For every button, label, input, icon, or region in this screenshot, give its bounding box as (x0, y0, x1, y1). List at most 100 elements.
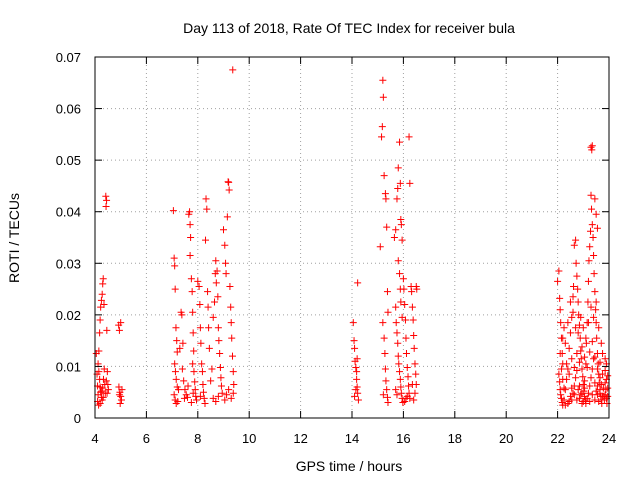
data-point (590, 270, 598, 278)
data-point (180, 394, 188, 402)
data-point (379, 319, 387, 327)
data-point (559, 375, 567, 383)
data-point (217, 382, 225, 390)
data-point (405, 133, 413, 141)
data-point (195, 282, 203, 290)
y-tick-label: 0.06 (56, 102, 81, 117)
data-point (229, 368, 237, 376)
data-point (582, 339, 590, 347)
data-point (392, 319, 400, 327)
data-point (595, 397, 603, 405)
data-point (193, 396, 201, 404)
data-point (353, 368, 361, 376)
chart-title: Day 113 of 2018, Rate Of TEC Index for r… (183, 20, 515, 36)
data-point (565, 397, 573, 405)
data-point (394, 257, 402, 265)
y-tick-label: 0.02 (56, 308, 81, 323)
data-point (561, 339, 569, 347)
data-point (352, 363, 360, 371)
x-tick-label: 16 (396, 431, 410, 446)
data-point (402, 394, 410, 402)
data-point (173, 337, 181, 345)
data-point (392, 226, 400, 234)
data-point (577, 313, 585, 321)
grid (95, 57, 609, 418)
data-point (587, 191, 595, 199)
y-tick-label: 0 (74, 411, 81, 426)
data-point (198, 360, 206, 368)
data-point (582, 360, 590, 368)
data-point (98, 290, 106, 298)
data-point (393, 195, 401, 203)
data-point (604, 384, 612, 392)
data-point (579, 324, 587, 332)
data-point (196, 301, 204, 309)
data-point (590, 355, 598, 363)
data-point (205, 324, 213, 332)
data-point (574, 298, 582, 306)
data-point (590, 252, 598, 260)
data-point (99, 280, 107, 288)
data-point (171, 368, 179, 376)
data-point (590, 313, 598, 321)
data-point (383, 288, 391, 296)
data-point (225, 178, 233, 186)
data-point (212, 257, 220, 265)
data-point (200, 394, 208, 402)
data-point (596, 358, 604, 366)
data-point (172, 324, 180, 332)
data-point (117, 396, 125, 404)
data-point (588, 205, 596, 213)
data-point (572, 236, 580, 244)
data-point (227, 303, 235, 311)
data-point (229, 389, 237, 397)
data-point (381, 350, 389, 358)
data-point (216, 350, 224, 358)
data-point (221, 396, 229, 404)
data-point (214, 392, 222, 400)
data-point (394, 164, 402, 172)
data-point (205, 344, 213, 352)
data-point (570, 282, 578, 290)
x-tick-label: 4 (91, 431, 98, 446)
data-point (196, 324, 204, 332)
data-point (202, 236, 210, 244)
data-point (103, 326, 111, 334)
data-point (588, 391, 596, 399)
data-point (597, 339, 605, 347)
data-point (587, 303, 595, 311)
data-point (578, 365, 586, 373)
data-point (102, 377, 110, 385)
data-point (103, 196, 111, 204)
data-point (216, 363, 224, 371)
data-point (217, 374, 225, 382)
data-point (171, 262, 179, 270)
data-point (96, 316, 104, 324)
data-point (169, 207, 177, 215)
data-point (577, 391, 585, 399)
data-point (397, 383, 405, 391)
x-tick-labels: 4 6 8 10 12 14 16 18 20 22 24 (91, 431, 616, 446)
y-tick-label: 0.04 (56, 205, 81, 220)
data-point (174, 397, 182, 405)
data-point (227, 319, 235, 327)
data-point (560, 396, 568, 404)
data-point (187, 275, 195, 283)
data-point (593, 365, 601, 373)
data-point (554, 277, 562, 285)
data-point (397, 298, 405, 306)
data-point (593, 224, 601, 232)
data-point (601, 379, 609, 387)
data-point (396, 138, 404, 146)
data-point (229, 66, 237, 74)
data-point (95, 401, 103, 409)
data-point (172, 375, 180, 383)
data-point (569, 308, 577, 316)
data-point (392, 386, 400, 394)
data-point (115, 391, 123, 399)
data-point (353, 375, 361, 383)
data-point (188, 288, 196, 296)
data-point (117, 319, 125, 327)
data-point (378, 123, 386, 131)
data-point (563, 360, 571, 368)
